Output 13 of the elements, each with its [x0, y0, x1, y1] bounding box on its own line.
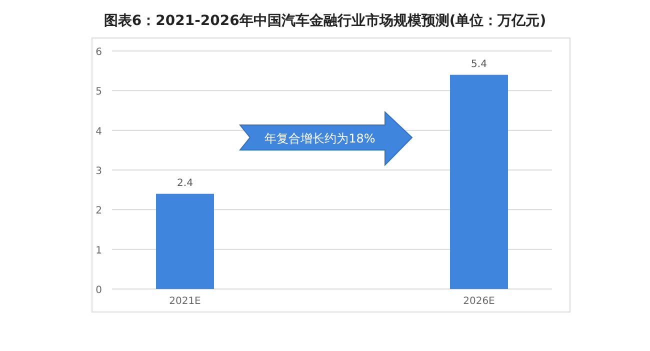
y-tick-label: 5	[96, 86, 102, 98]
y-tick-label: 0	[96, 285, 102, 296]
data-label: 2.4	[177, 178, 193, 189]
x-tick-label: 2026E	[463, 296, 495, 307]
annotation: 年复合增长约为18%	[264, 132, 376, 146]
chart-title: 图表6：2021-2026年中国汽车金融行业市场规模预测(单位：万亿元)	[104, 12, 546, 29]
x-tick-label: 2021E	[169, 296, 201, 307]
y-tick-label: 3	[96, 166, 102, 177]
data-label: 5.4	[471, 58, 487, 70]
y-tick-label: 1	[96, 245, 102, 256]
y-tick-label: 4	[96, 126, 102, 138]
y-tick-label: 2	[96, 206, 102, 217]
y-tick-label: 6	[96, 47, 102, 58]
